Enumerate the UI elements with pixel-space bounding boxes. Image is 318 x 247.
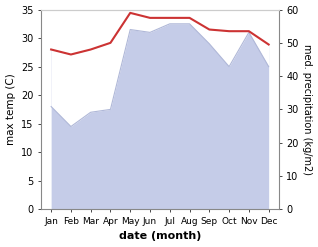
Y-axis label: med. precipitation (kg/m2): med. precipitation (kg/m2) bbox=[302, 44, 313, 175]
X-axis label: date (month): date (month) bbox=[119, 231, 201, 242]
Y-axis label: max temp (C): max temp (C) bbox=[5, 74, 16, 145]
